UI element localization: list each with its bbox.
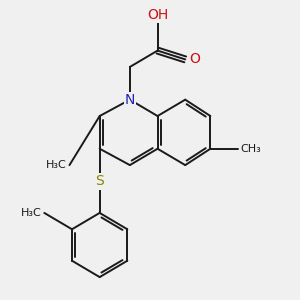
Text: OH: OH bbox=[147, 8, 168, 22]
Text: H₃C: H₃C bbox=[46, 160, 67, 170]
Text: S: S bbox=[95, 175, 104, 188]
Text: H₃C: H₃C bbox=[21, 208, 42, 218]
Text: N: N bbox=[125, 93, 135, 107]
Text: O: O bbox=[189, 52, 200, 66]
Text: CH₃: CH₃ bbox=[241, 144, 261, 154]
